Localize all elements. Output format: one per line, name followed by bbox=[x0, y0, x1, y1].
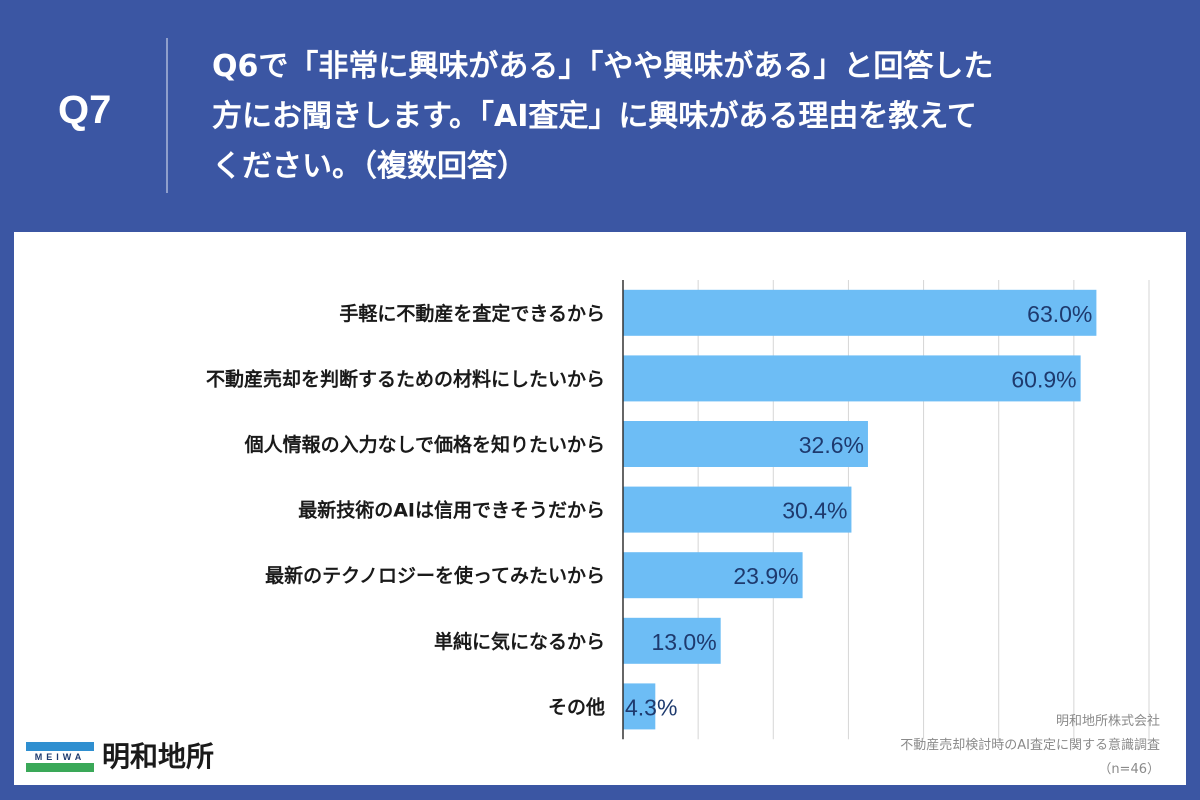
question-line-2: 方にお聞きします。「AI査定」に興味がある理由を教えて bbox=[212, 99, 977, 134]
value-label: 13.0% bbox=[651, 629, 716, 655]
header-divider bbox=[166, 38, 168, 193]
source-credit: 明和地所株式会社 不動産売却検討時のAI査定に関する意識調査 （n=46） bbox=[900, 710, 1160, 782]
credit-sample: （n=46） bbox=[1098, 762, 1160, 777]
credit-survey: 不動産売却検討時のAI査定に関する意識調査 bbox=[900, 738, 1160, 753]
category-label: 手軽に不動産を査定できるから bbox=[339, 302, 605, 325]
bar bbox=[623, 289, 1097, 336]
value-label: 60.9% bbox=[1011, 366, 1076, 392]
value-label: 63.0% bbox=[1027, 301, 1092, 327]
category-label: 最新のテクノロジーを使ってみたいから bbox=[265, 564, 605, 587]
bar bbox=[623, 355, 1081, 402]
category-label: その他 bbox=[548, 695, 605, 718]
value-label: 4.3% bbox=[625, 694, 677, 720]
bar bbox=[623, 421, 868, 467]
value-label: 32.6% bbox=[799, 432, 864, 458]
category-label: 最新技術のAIは信用できそうだから bbox=[298, 499, 605, 522]
category-label: 個人情報の入力なしで価格を知りたいから bbox=[244, 433, 605, 456]
logo-mark-text: MEIWA bbox=[34, 752, 86, 762]
bar bbox=[623, 486, 852, 533]
logo-name: 明和地所 bbox=[102, 740, 215, 773]
credit-company: 明和地所株式会社 bbox=[1055, 714, 1160, 729]
bar bbox=[623, 683, 656, 730]
bar bbox=[623, 552, 803, 599]
category-label: 不動産売却を判断するための材料にしたいから bbox=[206, 367, 605, 390]
question-line-3: ください。（複数回答） bbox=[212, 149, 527, 184]
value-label: 23.9% bbox=[733, 563, 798, 589]
category-label: 単純に気になるから bbox=[434, 630, 605, 653]
bar-chart: 手軽に不動産を査定できるから 63.0% 不動産売却を判断するための材料にしたいから… bbox=[206, 280, 1150, 740]
question-text: Q6で「非常に興味がある」「やや興味がある」と回答した 方にお聞きします。「AI… bbox=[212, 42, 1172, 192]
value-label: 30.4% bbox=[782, 498, 847, 524]
logo-mark: MEIWA bbox=[26, 742, 94, 772]
question-line-1: Q6で「非常に興味がある」「やや興味がある」と回答した bbox=[212, 49, 994, 84]
question-number: Q7 bbox=[58, 88, 112, 132]
bar bbox=[623, 617, 721, 664]
chart-panel: 手軽に不動産を査定できるから 63.0% 不動産売却を判断するための材料にしたいから… bbox=[14, 232, 1186, 785]
